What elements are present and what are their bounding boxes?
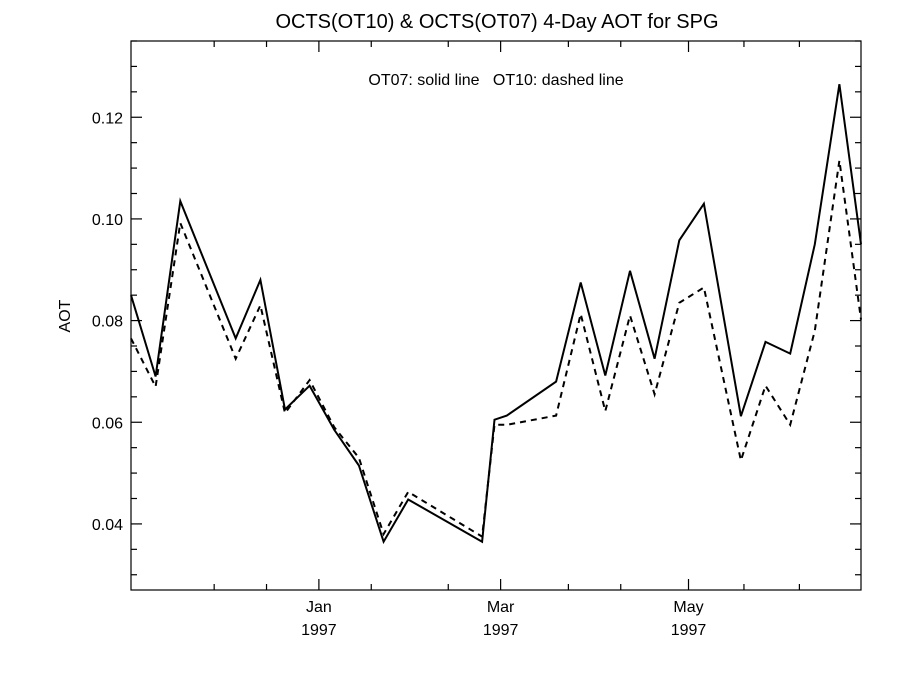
- x-tick-label-year: 1997: [671, 622, 707, 639]
- x-tick-label-year: 1997: [483, 622, 519, 639]
- x-tick-label-year: 1997: [301, 622, 337, 639]
- y-tick-label: 0.12: [92, 110, 123, 127]
- tick-labels: 0.04 0.06 0.08 0.10 0.12 Jan 1997 Mar 1997 May 199…: [92, 110, 707, 639]
- y-tick-label: 0.08: [92, 314, 123, 331]
- chart-title: OCTS(OT10) & OCTS(OT07) 4-Day AOT for SP…: [275, 11, 718, 33]
- x-tick-label-month: May: [673, 599, 703, 616]
- y-tick-label: 0.04: [92, 517, 123, 534]
- y-tick-label: 0.10: [92, 212, 123, 229]
- axis-ticks: [131, 40, 861, 590]
- series-line-ot07: [130, 84, 862, 545]
- x-tick-label-month: Mar: [487, 599, 515, 616]
- plot-frame: [130, 40, 862, 591]
- line-style-legend: OT07: solid line OT10: dashed line: [368, 72, 623, 89]
- series-line-ot10: [130, 160, 862, 539]
- data-series: [130, 84, 862, 545]
- x-tick-label-month: Jan: [306, 599, 332, 616]
- y-axis-label: AOT: [57, 299, 74, 332]
- y-tick-label: 0.06: [92, 415, 123, 432]
